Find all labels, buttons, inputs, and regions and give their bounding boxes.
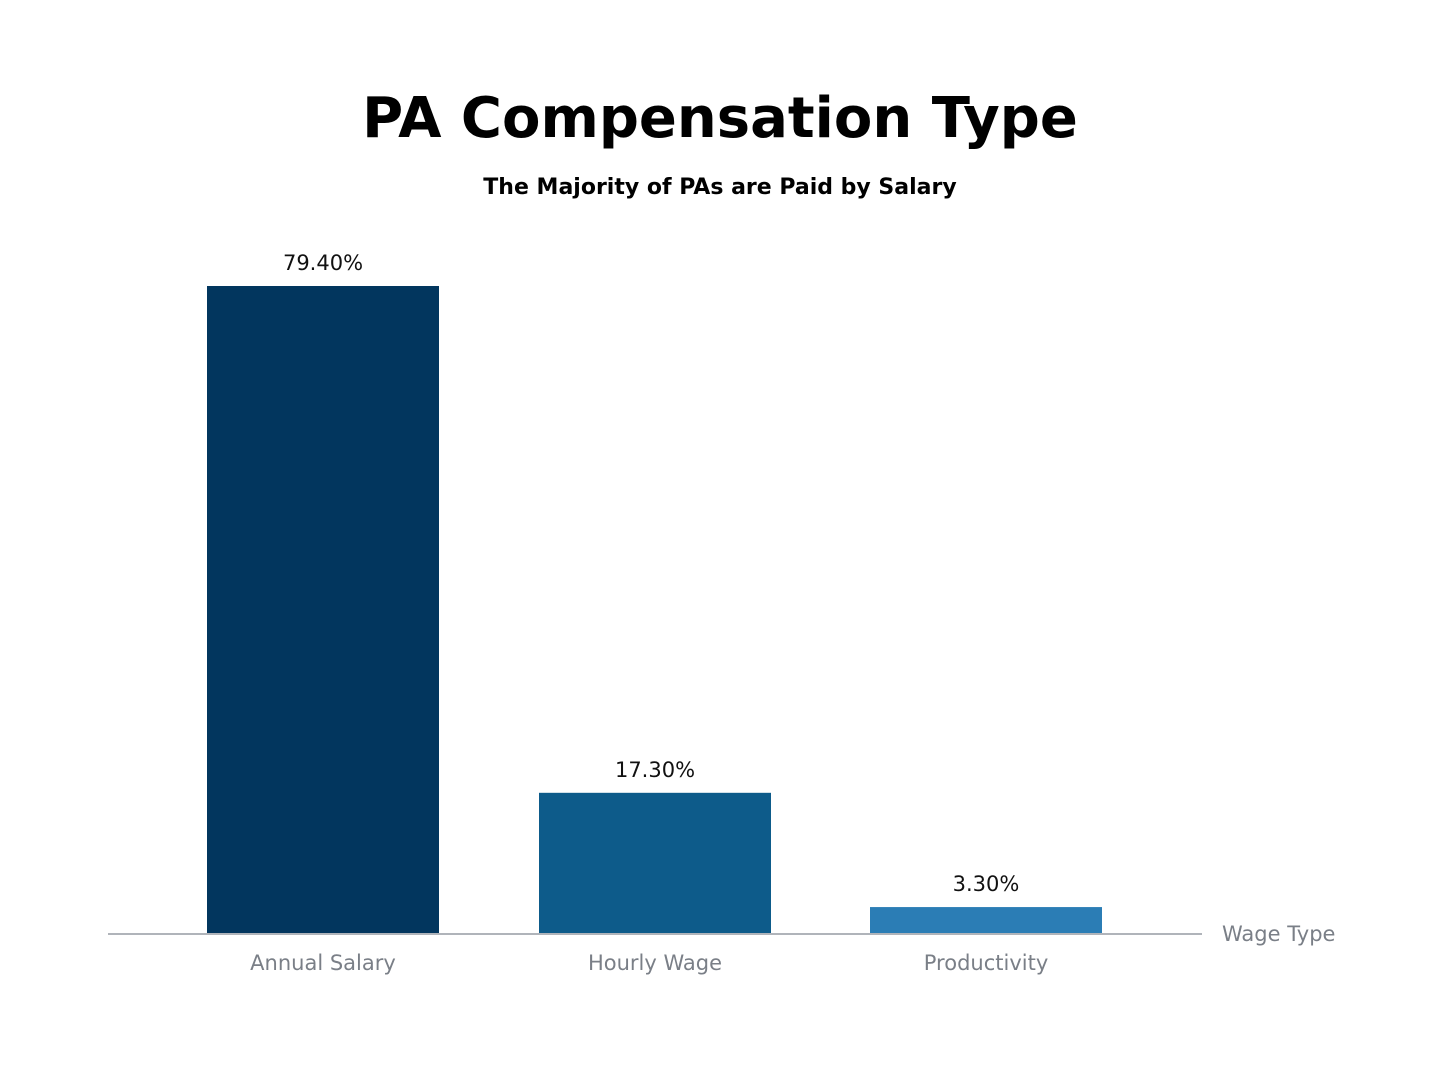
data-label-annual-salary: 79.40% <box>283 251 363 275</box>
x-tick-label-annual-salary: Annual Salary <box>250 951 396 975</box>
data-label-hourly-wage: 17.30% <box>615 758 695 782</box>
x-tick-label-productivity: Productivity <box>924 951 1049 975</box>
x-tick-labels-group: Annual Salary Hourly Wage Productivity <box>250 951 1048 975</box>
x-axis-title: Wage Type <box>1222 922 1335 946</box>
chart-title: PA Compensation Type <box>362 86 1078 151</box>
x-tick-label-hourly-wage: Hourly Wage <box>588 951 722 975</box>
data-labels-group: 79.40% 17.30% 3.30% <box>283 251 1019 896</box>
bar-productivity <box>870 907 1102 934</box>
bar-hourly-wage <box>539 792 771 934</box>
bars-group <box>207 286 1102 934</box>
chart-subtitle: The Majority of PAs are Paid by Salary <box>483 175 956 200</box>
bar-annual-salary <box>207 286 439 934</box>
data-label-productivity: 3.30% <box>953 872 1020 896</box>
